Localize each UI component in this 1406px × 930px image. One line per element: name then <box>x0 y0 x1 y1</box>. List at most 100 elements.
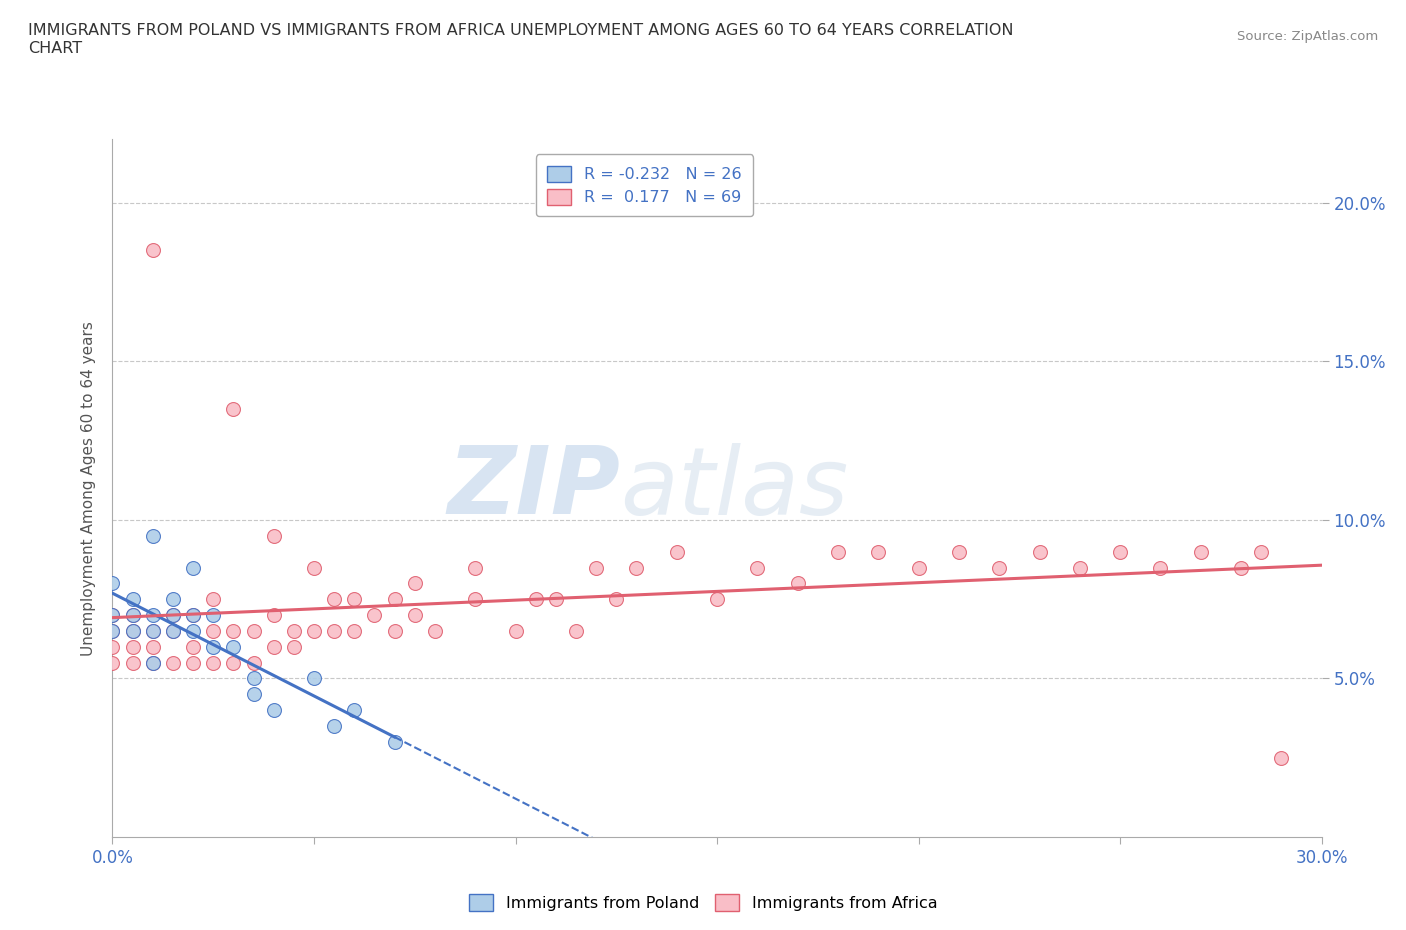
Point <box>1069 560 1091 575</box>
Point <box>222 639 245 654</box>
Point <box>302 560 325 575</box>
Point <box>343 623 366 638</box>
Point <box>162 623 184 638</box>
Point <box>142 243 165 258</box>
Point <box>202 591 225 606</box>
Point <box>464 591 486 606</box>
Point <box>323 591 346 606</box>
Point <box>142 623 165 638</box>
Point <box>1109 544 1132 559</box>
Point <box>302 671 325 686</box>
Point <box>222 402 245 417</box>
Point <box>242 655 264 670</box>
Point <box>121 623 143 638</box>
Point <box>384 623 406 638</box>
Point <box>585 560 607 575</box>
Point <box>384 591 406 606</box>
Point <box>181 607 204 622</box>
Point <box>142 655 165 670</box>
Point <box>363 607 385 622</box>
Y-axis label: Unemployment Among Ages 60 to 64 years: Unemployment Among Ages 60 to 64 years <box>80 321 96 656</box>
Point <box>302 623 325 638</box>
Point <box>263 528 285 543</box>
Point <box>263 639 285 654</box>
Point <box>1230 560 1253 575</box>
Point <box>343 703 366 718</box>
Point <box>464 560 486 575</box>
Point <box>948 544 970 559</box>
Point <box>747 560 769 575</box>
Point <box>222 655 245 670</box>
Point <box>242 671 264 686</box>
Point <box>121 607 143 622</box>
Point <box>142 655 165 670</box>
Point <box>101 576 124 591</box>
Point <box>202 623 225 638</box>
Legend: R = -0.232   N = 26, R =  0.177   N = 69: R = -0.232 N = 26, R = 0.177 N = 69 <box>536 154 752 217</box>
Point <box>1028 544 1050 559</box>
Point <box>665 544 688 559</box>
Point <box>202 655 225 670</box>
Point <box>101 607 124 622</box>
Point <box>142 639 165 654</box>
Point <box>202 639 225 654</box>
Text: Source: ZipAtlas.com: Source: ZipAtlas.com <box>1237 30 1378 43</box>
Point <box>786 576 808 591</box>
Point <box>988 560 1011 575</box>
Point <box>1270 751 1292 765</box>
Point <box>263 703 285 718</box>
Point <box>605 591 627 606</box>
Point <box>283 623 305 638</box>
Point <box>181 560 204 575</box>
Point <box>868 544 890 559</box>
Point <box>1250 544 1272 559</box>
Point <box>1149 560 1171 575</box>
Point <box>1189 544 1212 559</box>
Point <box>142 623 165 638</box>
Point <box>404 576 426 591</box>
Point <box>626 560 648 575</box>
Point <box>242 623 264 638</box>
Point <box>142 528 165 543</box>
Text: atlas: atlas <box>620 443 849 534</box>
Point <box>101 655 124 670</box>
Point <box>101 623 124 638</box>
Point <box>181 607 204 622</box>
Point <box>101 607 124 622</box>
Point <box>263 607 285 622</box>
Point <box>162 591 184 606</box>
Point <box>283 639 305 654</box>
Point <box>142 607 165 622</box>
Point <box>242 687 264 702</box>
Point <box>505 623 527 638</box>
Text: IMMIGRANTS FROM POLAND VS IMMIGRANTS FROM AFRICA UNEMPLOYMENT AMONG AGES 60 TO 6: IMMIGRANTS FROM POLAND VS IMMIGRANTS FRO… <box>28 23 1014 56</box>
Point <box>827 544 849 559</box>
Point <box>323 623 346 638</box>
Point <box>162 623 184 638</box>
Point <box>181 639 204 654</box>
Point <box>423 623 446 638</box>
Point <box>121 591 143 606</box>
Point <box>706 591 728 606</box>
Point <box>404 607 426 622</box>
Point <box>524 591 547 606</box>
Point <box>162 655 184 670</box>
Text: ZIP: ZIP <box>447 443 620 534</box>
Legend: Immigrants from Poland, Immigrants from Africa: Immigrants from Poland, Immigrants from … <box>463 888 943 917</box>
Point <box>384 735 406 750</box>
Point <box>121 655 143 670</box>
Point <box>101 639 124 654</box>
Point <box>343 591 366 606</box>
Point <box>121 639 143 654</box>
Point <box>222 623 245 638</box>
Point <box>202 607 225 622</box>
Point <box>181 655 204 670</box>
Point <box>181 623 204 638</box>
Point <box>162 607 184 622</box>
Point <box>323 719 346 734</box>
Point <box>907 560 929 575</box>
Point <box>565 623 588 638</box>
Point <box>544 591 567 606</box>
Point <box>121 623 143 638</box>
Point <box>121 607 143 622</box>
